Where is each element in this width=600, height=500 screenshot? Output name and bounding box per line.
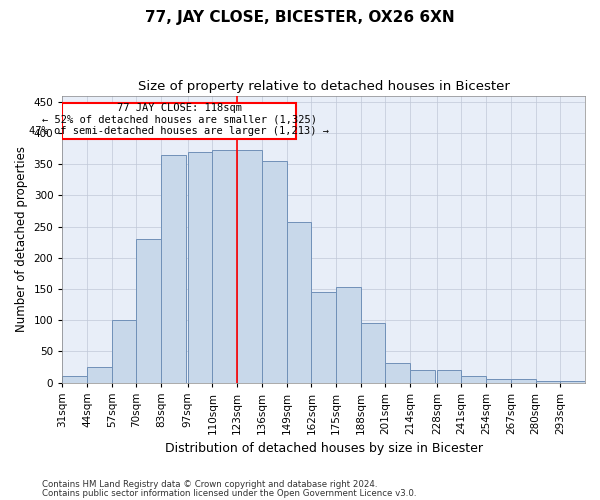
Bar (62, 376, 87, 382)
Bar (361, 322, 385, 382)
Bar (62, 103, 296, 139)
Bar (188, 152, 212, 382)
Bar (237, 150, 262, 382)
Text: ← 52% of detached houses are smaller (1,325): ← 52% of detached houses are smaller (1,… (42, 114, 317, 124)
Text: 77, JAY CLOSE, BICESTER, OX26 6XN: 77, JAY CLOSE, BICESTER, OX26 6XN (145, 10, 455, 25)
Bar (437, 370, 461, 382)
Bar (262, 161, 287, 382)
Text: 47% of semi-detached houses are larger (1,213) →: 47% of semi-detached houses are larger (… (29, 126, 329, 136)
Bar (385, 362, 410, 382)
Text: 77 JAY CLOSE: 118sqm: 77 JAY CLOSE: 118sqm (117, 103, 242, 113)
Text: Contains public sector information licensed under the Open Government Licence v3: Contains public sector information licen… (42, 489, 416, 498)
Text: Contains HM Land Registry data © Crown copyright and database right 2024.: Contains HM Land Registry data © Crown c… (42, 480, 377, 489)
Bar (136, 239, 161, 382)
Bar (287, 222, 311, 382)
Bar (161, 155, 186, 382)
Title: Size of property relative to detached houses in Bicester: Size of property relative to detached ho… (138, 80, 509, 93)
Bar (87, 367, 112, 382)
Bar (336, 287, 361, 382)
Bar (410, 370, 435, 382)
X-axis label: Distribution of detached houses by size in Bicester: Distribution of detached houses by size … (164, 442, 482, 455)
Bar (212, 150, 237, 382)
Bar (511, 380, 536, 382)
Y-axis label: Number of detached properties: Number of detached properties (15, 146, 28, 332)
Bar (560, 380, 585, 382)
Bar (311, 292, 336, 382)
Bar (486, 380, 511, 382)
Bar (112, 320, 136, 382)
Bar (461, 376, 486, 382)
